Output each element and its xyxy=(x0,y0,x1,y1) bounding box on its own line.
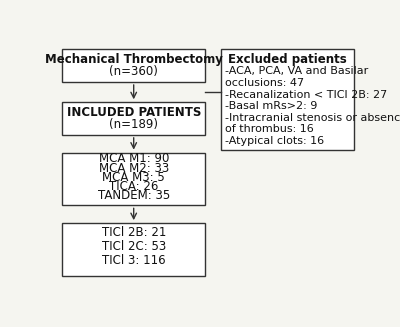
Text: TICl 2C: 53: TICl 2C: 53 xyxy=(102,240,166,253)
Text: -Atypical clots: 16: -Atypical clots: 16 xyxy=(225,136,324,146)
Text: INCLUDED PATIENTS: INCLUDED PATIENTS xyxy=(66,106,201,119)
Text: MCA M3: 5: MCA M3: 5 xyxy=(102,171,165,184)
Text: of thrombus: 16: of thrombus: 16 xyxy=(225,124,314,134)
Text: Mechanical Thrombectomy: Mechanical Thrombectomy xyxy=(45,53,223,66)
Bar xyxy=(62,49,205,82)
Bar xyxy=(62,152,205,205)
Text: Excluded patients: Excluded patients xyxy=(228,53,346,66)
Text: MCA M2: 33: MCA M2: 33 xyxy=(98,162,169,175)
Text: (n=360): (n=360) xyxy=(109,65,158,78)
Bar xyxy=(220,49,354,150)
Text: -Intracranial stenosis or absence: -Intracranial stenosis or absence xyxy=(225,113,400,123)
Text: -Basal mRs>2: 9: -Basal mRs>2: 9 xyxy=(225,101,318,111)
Text: -Recanalization < TICl 2B: 27: -Recanalization < TICl 2B: 27 xyxy=(225,90,387,100)
Text: occlusions: 47: occlusions: 47 xyxy=(225,78,304,88)
Bar xyxy=(62,102,205,135)
Text: -ACA, PCA, VA and Basilar: -ACA, PCA, VA and Basilar xyxy=(225,66,368,77)
Text: (n=189): (n=189) xyxy=(109,118,158,131)
Text: TANDEM: 35: TANDEM: 35 xyxy=(98,189,170,202)
Text: TICA: 26: TICA: 26 xyxy=(109,180,158,193)
Text: TICl 2B: 21: TICl 2B: 21 xyxy=(102,226,166,239)
Text: TICl 3: 116: TICl 3: 116 xyxy=(102,254,166,267)
Bar xyxy=(62,223,205,276)
Text: MCA M1: 90: MCA M1: 90 xyxy=(98,152,169,165)
